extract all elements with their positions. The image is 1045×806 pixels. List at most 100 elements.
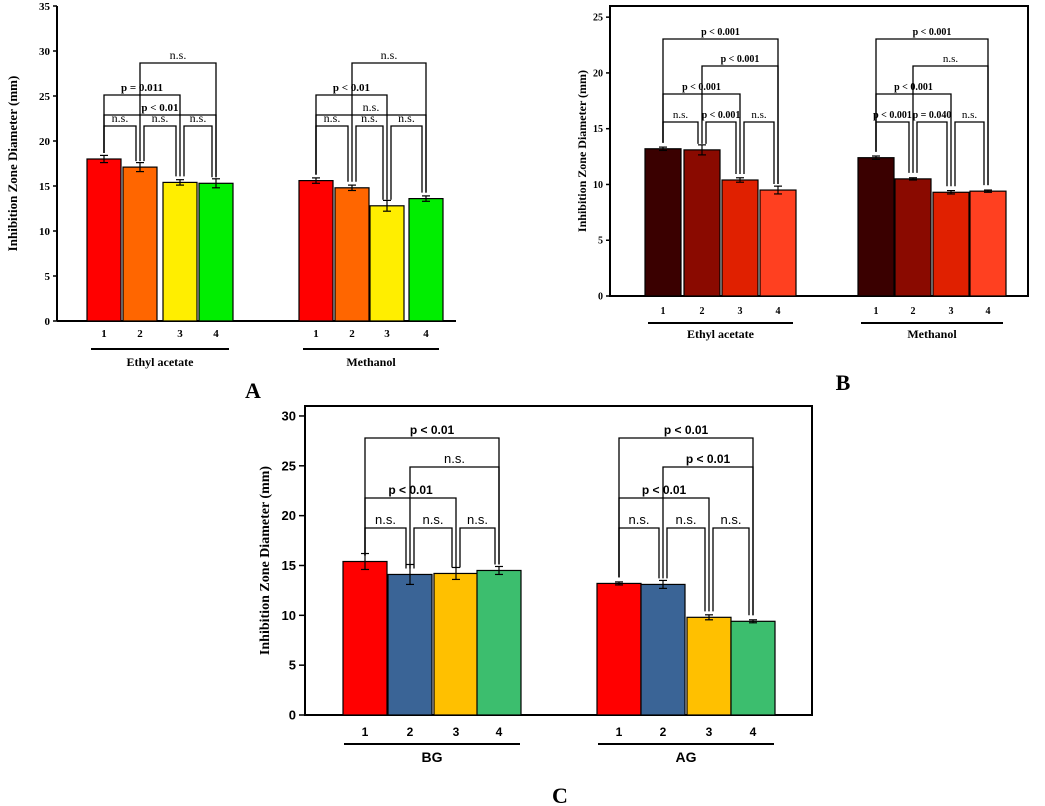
significance-bracket [355, 125, 384, 200]
y-tick-label: 20 [593, 68, 603, 79]
bar [162, 181, 198, 322]
significance-bracket [743, 121, 775, 185]
significance-label: p < 0.01 [642, 483, 687, 497]
significance-label: n.s. [363, 100, 380, 114]
bar [86, 158, 122, 322]
y-tick-label: 0 [45, 316, 51, 328]
panel-c-chart: 0 5 10 15 20 25 30 Inhibition Zone Diameter (mm… [258, 405, 813, 765]
y-tick-label: 15 [282, 558, 296, 573]
y-tick-label: 20 [282, 508, 296, 523]
significance-label: n.s. [170, 48, 187, 62]
x-tick-label: 3 [738, 306, 743, 317]
significance-bracket [364, 497, 457, 568]
significance-label: n.s. [324, 111, 341, 125]
significance-bracket [705, 121, 737, 174]
panel-label-a: A [245, 378, 261, 403]
significance-bracket [916, 121, 948, 187]
significance-label: n.s. [381, 48, 398, 62]
significance-label: p < 0.001 [682, 82, 721, 93]
group-label: Ethyl acetate [687, 327, 755, 341]
significance-bracket [351, 62, 427, 193]
significance-label: n.s. [444, 451, 465, 466]
significance-label: p < 0.001 [873, 110, 912, 121]
x-tick-label: 1 [874, 306, 879, 317]
significance-bracket [666, 527, 706, 612]
x-tick-label: 4 [213, 328, 219, 340]
bar [342, 560, 388, 716]
significance-bracket [912, 65, 989, 186]
x-tick-label: 1 [661, 306, 666, 317]
y-tick-label: 10 [282, 608, 296, 623]
bar [686, 616, 732, 716]
x-tick-label: 3 [177, 328, 183, 340]
significance-label: p < 0.01 [388, 483, 433, 497]
group-label: Methanol [346, 355, 396, 369]
significance-label: p < 0.001 [913, 27, 952, 38]
bar [198, 182, 234, 322]
significance-label: p = 0.040 [913, 110, 952, 121]
bar [730, 620, 776, 716]
bar [433, 572, 479, 716]
significance-label: n.s. [375, 512, 396, 527]
group-label: AG [676, 749, 697, 765]
bar [969, 190, 1007, 297]
bar [759, 189, 797, 297]
x-tick-label: 2 [700, 306, 705, 317]
significance-bracket [103, 125, 137, 162]
plot-frame [609, 5, 1029, 297]
significance-label: p = 0.011 [121, 82, 163, 94]
significance-bracket [662, 93, 741, 174]
significance-bracket [954, 121, 985, 187]
plot-frame [304, 405, 813, 716]
bar [387, 573, 433, 716]
x-tick-label: 3 [706, 725, 713, 739]
significance-bracket [390, 125, 423, 200]
group-label: Methanol [907, 327, 957, 341]
bar [476, 569, 522, 716]
y-tick-label: 0 [598, 292, 603, 303]
significance-bracket [364, 527, 407, 569]
significance-bracket [701, 65, 779, 185]
x-tick-label: 2 [407, 725, 414, 739]
y-axis-label: Inhibition Zone Diameter (mm) [5, 76, 20, 252]
x-tick-label: 4 [750, 725, 757, 739]
y-tick-label: 25 [282, 458, 296, 473]
y-tick-label: 15 [593, 124, 603, 135]
x-tick-label: 2 [137, 328, 143, 340]
significance-bracket [459, 527, 496, 568]
significance-label: n.s. [721, 512, 742, 527]
significance-bracket [413, 527, 453, 569]
bar [894, 178, 932, 297]
significance-label: n.s. [673, 109, 689, 121]
group-label: BG [422, 749, 443, 765]
x-tick-label: 1 [362, 725, 369, 739]
significance-label: p < 0.01 [333, 82, 370, 94]
y-tick-label: 5 [289, 658, 296, 673]
significance-label: p < 0.01 [664, 423, 709, 437]
significance-label: n.s. [112, 111, 129, 125]
significance-bracket [139, 62, 217, 178]
panel-label-c: C [552, 783, 568, 806]
significance-label: n.s. [467, 512, 488, 527]
y-tick-label: 10 [593, 180, 603, 191]
x-tick-label: 4 [496, 725, 503, 739]
significance-bracket [364, 437, 500, 565]
significance-label: p < 0.001 [894, 82, 933, 93]
significance-label: n.s. [190, 111, 207, 125]
y-tick-label: 30 [282, 409, 296, 424]
significance-bracket [409, 466, 500, 569]
significance-label: p < 0.001 [702, 110, 741, 121]
significance-label: n.s. [152, 111, 169, 125]
significance-label: n.s. [676, 512, 697, 527]
x-tick-label: 2 [349, 328, 355, 340]
panel-label-b: B [836, 370, 851, 395]
x-tick-label: 3 [453, 725, 460, 739]
significance-bracket [712, 527, 750, 616]
bar [644, 148, 682, 297]
significance-label: n.s. [943, 53, 959, 65]
bar [932, 191, 970, 297]
significance-label: p < 0.01 [410, 423, 455, 437]
bar [857, 157, 895, 297]
x-tick-label: 1 [313, 328, 319, 340]
panel-b-chart: 0 5 10 15 20 25 Inhibition Zone Diameter (mm) 1… [575, 5, 1029, 341]
